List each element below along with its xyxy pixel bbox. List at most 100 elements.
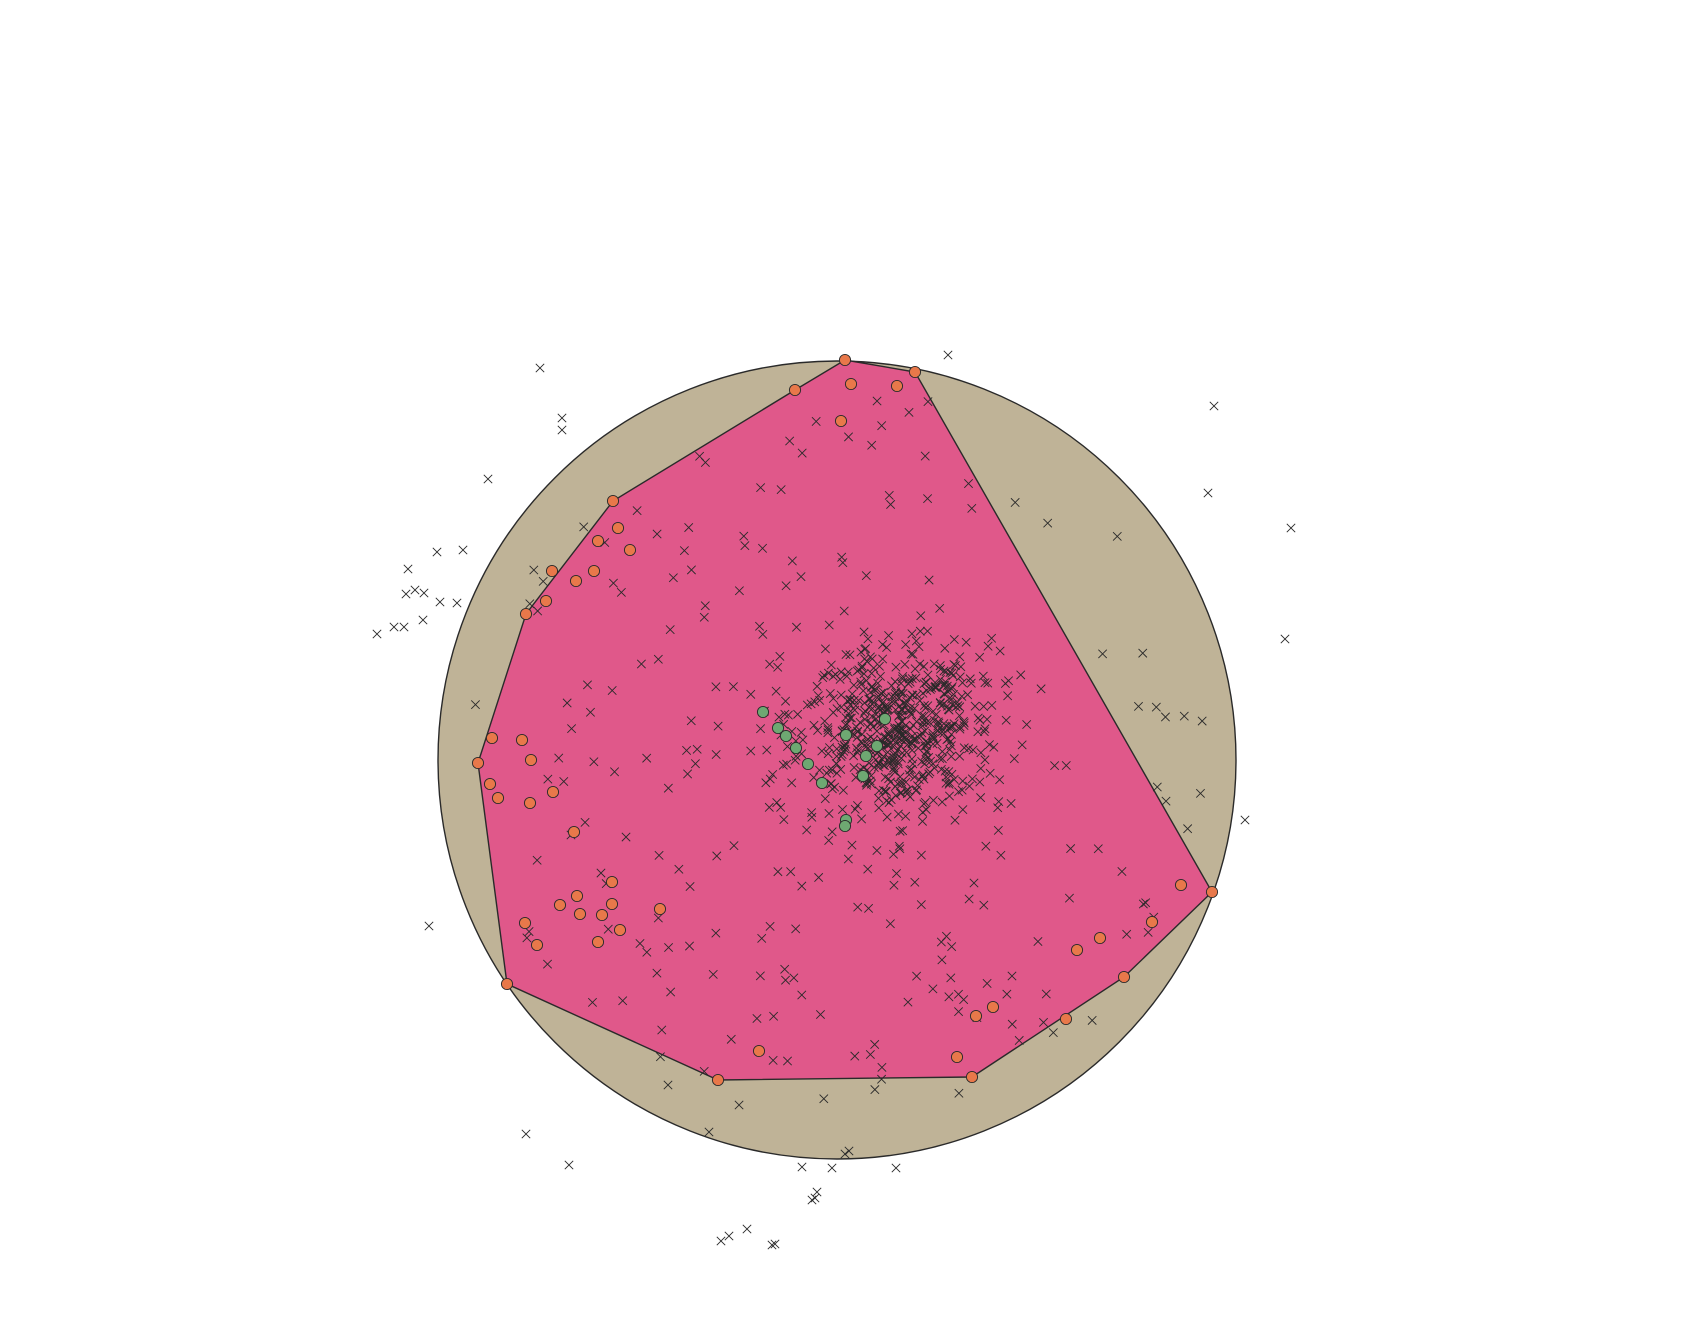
cross-point <box>770 1239 780 1249</box>
cross-point <box>781 696 791 706</box>
cross-point <box>559 777 569 787</box>
cross-point <box>984 740 994 750</box>
inner-point <box>856 769 870 783</box>
cross-point <box>838 558 848 568</box>
cross-point <box>525 599 535 609</box>
cross-point <box>815 765 825 775</box>
cross-point <box>785 436 795 446</box>
cross-point <box>955 652 965 662</box>
cross-point <box>867 682 877 692</box>
cross-point <box>949 634 959 644</box>
cross-point <box>1098 649 1108 659</box>
cross-point <box>891 662 901 672</box>
cross-point <box>827 827 837 837</box>
cross-point <box>955 724 965 734</box>
boundary-point <box>491 791 505 805</box>
cross-point <box>876 688 886 698</box>
cross-point <box>884 727 894 737</box>
cross-point <box>589 757 599 767</box>
inner-point <box>801 757 815 771</box>
cross-point <box>853 902 863 912</box>
cross-point <box>819 1094 829 1104</box>
cross-point <box>1179 711 1189 721</box>
cross-point <box>903 706 913 716</box>
cross-point <box>668 573 678 583</box>
cross-point <box>954 1088 964 1098</box>
cross-point <box>907 764 917 774</box>
cross-point <box>1038 1017 1049 1027</box>
cross-point <box>877 1074 887 1084</box>
cross-point <box>712 851 722 861</box>
cross-point <box>839 606 849 616</box>
cross-point <box>827 784 837 794</box>
cross-point <box>916 900 926 910</box>
cross-point <box>652 529 662 539</box>
cross-point <box>924 575 934 585</box>
cross-point <box>776 802 786 812</box>
cross-point <box>1036 684 1046 694</box>
cross-point <box>666 987 676 997</box>
cross-point <box>955 751 965 761</box>
boundary-point <box>613 923 627 937</box>
cross-point <box>832 744 842 754</box>
cross-point <box>557 425 567 435</box>
cross-point <box>778 760 788 770</box>
cross-point <box>418 615 428 625</box>
boundary-point <box>595 908 609 922</box>
cross-point <box>958 776 968 786</box>
cross-point <box>869 762 879 773</box>
cross-point <box>1160 712 1170 722</box>
cross-point <box>608 578 618 588</box>
cross-point <box>925 684 935 694</box>
cross-point <box>807 1195 817 1205</box>
boundary-point <box>653 902 667 916</box>
cross-point <box>824 620 834 630</box>
cross-point <box>958 716 968 726</box>
cross-point <box>802 825 812 835</box>
cross-point <box>904 770 914 780</box>
cross-point <box>851 722 861 732</box>
cross-point <box>864 703 874 713</box>
cross-point <box>815 1009 825 1020</box>
cross-point <box>740 541 750 551</box>
cross-point <box>554 753 564 763</box>
boundary-point <box>1205 885 1219 899</box>
cross-point <box>728 682 738 692</box>
cross-point <box>889 763 899 773</box>
cross-point <box>882 643 892 653</box>
cross-point <box>946 729 956 739</box>
cross-point <box>1161 796 1171 806</box>
cross-point <box>532 855 542 865</box>
cross-point <box>679 546 689 556</box>
cross-point <box>711 928 721 938</box>
cross-point <box>812 681 822 691</box>
boundary-point <box>518 916 532 930</box>
cross-point <box>724 1231 734 1241</box>
cross-point <box>1203 488 1213 498</box>
cross-point <box>979 727 989 737</box>
cross-point <box>923 494 933 504</box>
cross-point <box>401 589 411 599</box>
cross-point <box>893 779 903 789</box>
cross-point <box>772 798 782 808</box>
cross-point <box>901 777 911 787</box>
cross-point <box>716 1236 726 1246</box>
cross-point <box>887 692 897 702</box>
cross-point <box>739 531 749 541</box>
cross-point <box>873 762 884 772</box>
cross-point <box>836 690 846 700</box>
cross-point <box>957 691 967 701</box>
cross-point <box>910 703 920 713</box>
cross-point <box>861 643 871 654</box>
cross-point <box>1197 716 1207 726</box>
cross-point <box>632 506 642 516</box>
cross-point <box>403 564 413 574</box>
cross-point <box>919 661 929 671</box>
cross-point <box>995 646 1005 656</box>
cross-point <box>529 565 539 575</box>
cross-point <box>855 717 865 727</box>
cross-point <box>837 552 847 562</box>
cross-point <box>958 805 968 815</box>
inner-point <box>756 705 770 719</box>
